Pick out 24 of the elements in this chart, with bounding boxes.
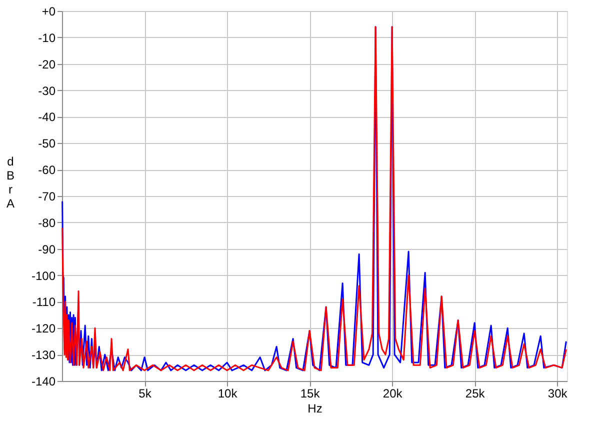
line-series [62, 26, 567, 372]
y-tick-label: -40 [38, 110, 56, 124]
x-tick-label: 10k [218, 386, 238, 400]
y-tick-label: -20 [38, 57, 56, 72]
y-tick-label: -70 [38, 190, 56, 204]
y-tick-label: -10 [38, 30, 56, 45]
y-tick-label: -120 [31, 322, 56, 336]
x-tick-label: 30k [548, 386, 568, 400]
y-tick-label: -110 [32, 295, 56, 310]
y-tick-label: -100 [31, 268, 56, 283]
y-tick-label: -60 [38, 163, 56, 178]
y-tick-label: -80 [38, 216, 56, 230]
y-tick-label: -130 [31, 348, 56, 362]
y-tick-label: -90 [38, 242, 56, 256]
x-tick-label: 5k [138, 386, 152, 400]
x-tick-label: 25k [465, 386, 486, 400]
x-axis-title: Hz [308, 402, 322, 416]
y-tick-label: +0 [42, 4, 56, 18]
y-tick-label: -50 [38, 136, 56, 151]
y-tick-label: -30 [38, 84, 56, 98]
y-axis-title: dBr A [6, 154, 15, 210]
x-tick-label: 15k [300, 386, 321, 400]
x-tick-label: 20k [382, 386, 404, 400]
y-tick-label: -140 [31, 374, 56, 388]
